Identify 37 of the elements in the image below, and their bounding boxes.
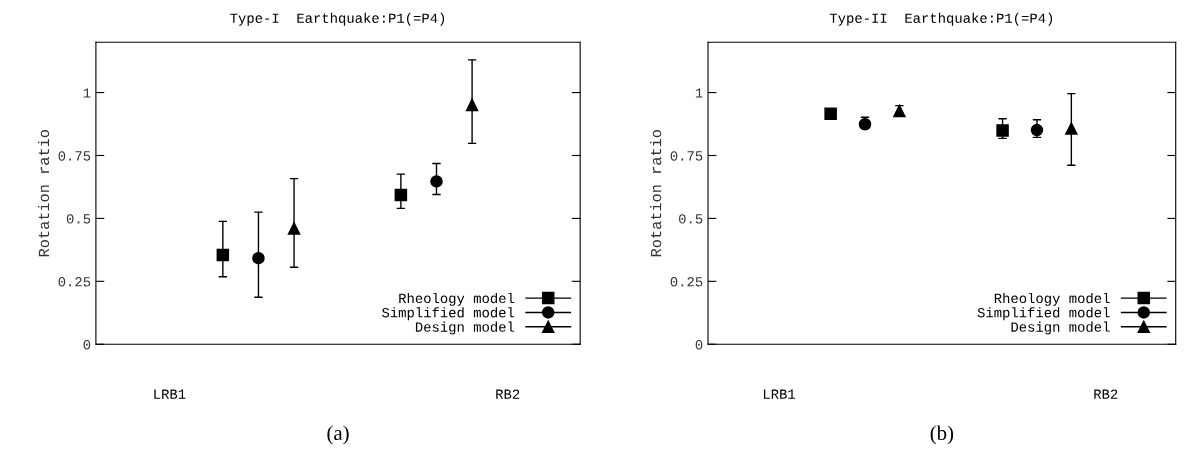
y-tick-label: 1 [695,88,703,98]
y-axis-title: Rotation ratio [650,130,662,257]
point [252,251,265,265]
x-tick-label: RB2 [496,389,520,399]
x-tick-label: LRB1 [154,389,186,399]
legend-label: Design model [1011,321,1110,335]
text: (b) [930,425,954,445]
y-tick-label: 0.75 [670,151,703,161]
y-tick-label: 0 [695,339,703,350]
chart-title: Type-II Earthquake:P1(=P4) [829,12,1053,26]
point [824,107,837,120]
point [1030,123,1044,137]
legend-label: Simplified model [382,307,515,321]
y-tick-label: 0.25 [58,277,91,287]
point [1065,122,1078,135]
legend-label: Simplified model [977,307,1110,321]
chart-title: Type-I Earthquake:P1(=P4) [230,12,445,26]
point [465,98,479,112]
y-tick-label: 0 [83,339,91,350]
point [893,104,906,118]
x-tick-label: LRB1 [763,389,796,399]
point [394,188,408,202]
point [996,124,1009,137]
legend-label: Design model [415,321,515,335]
y-tick-label: 1 [83,88,91,98]
legend-label: Rheology model [399,292,515,306]
point [216,248,230,262]
legend-label: Rheology model [994,292,1110,306]
y-tick-label: 0.75 [58,151,91,161]
y-tick-label: 0.5 [66,214,91,224]
y-axis-title: Rotation ratio [37,130,50,257]
y-tick-label: 0.25 [670,277,703,287]
point [287,222,301,235]
x-tick-label: RB2 [1094,389,1118,399]
point [430,175,443,188]
text: (a) [327,425,349,445]
y-tick-label: 0.5 [679,214,703,224]
